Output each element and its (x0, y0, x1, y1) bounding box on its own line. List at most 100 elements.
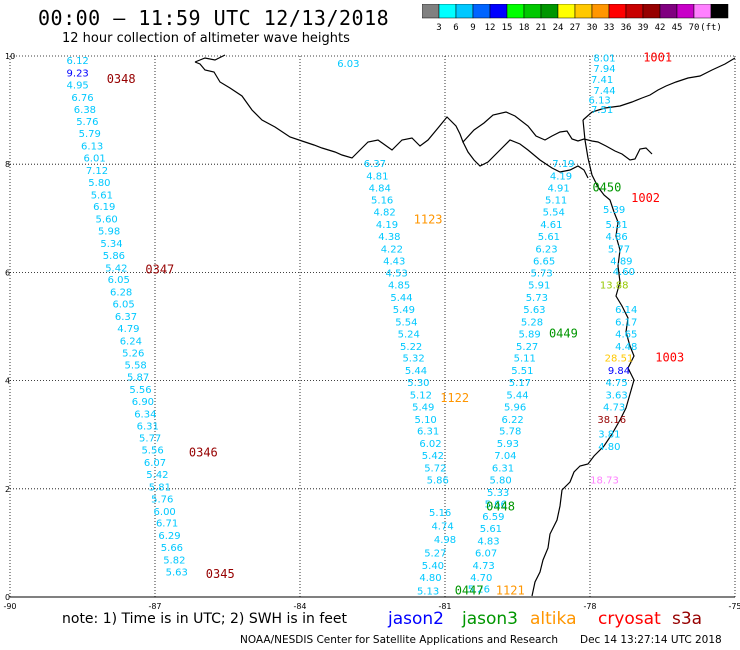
legend-s3a: s3a (672, 609, 703, 629)
wave-height-value: 4.79 (117, 324, 139, 335)
wave-height-value: 6.14 (615, 305, 637, 316)
pass-time-label: 1001 (643, 50, 672, 64)
wave-height-value: 5.44 (390, 293, 412, 304)
wave-height-value: 13.88 (600, 281, 629, 292)
pass-time-label: 0346 (189, 445, 218, 459)
wave-height-value: 4.81 (366, 171, 388, 182)
lat-tick-label: 10 (5, 52, 15, 61)
wave-height-value: 5.77 (608, 244, 630, 255)
wave-height-value: 4.61 (540, 220, 562, 231)
footer-note: note: 1) Time is in UTC; 2) SWH is in fe… (62, 611, 348, 627)
wave-height-value: 4.85 (388, 281, 410, 292)
wave-height-value: 5.96 (504, 402, 526, 413)
wave-height-value: 6.23 (535, 244, 557, 255)
wave-height-value: 5.51 (511, 366, 533, 377)
wave-height-value: 6.31 (417, 427, 439, 438)
wave-height-value: 6.24 (120, 336, 142, 347)
pass-time-label: 0450 (592, 180, 621, 194)
wave-height-value: 6.65 (533, 256, 555, 267)
wave-height-value: 5.61 (538, 232, 560, 243)
wave-height-value: 5.98 (98, 227, 120, 238)
wave-height-value: 5.11 (545, 196, 567, 207)
wave-height-value: 6.37 (115, 312, 137, 323)
wave-height-value: 3.81 (598, 429, 620, 440)
colorbar-label: 3 (436, 23, 441, 33)
wave-height-value: 5.30 (407, 378, 429, 389)
pass-time-label: 0348 (107, 72, 136, 86)
lon-tick-label: -90 (3, 602, 16, 611)
wave-height-value: 7.51 (591, 105, 613, 116)
wave-height-value: 5.16 (371, 196, 393, 207)
wave-height-value: 6.05 (112, 300, 134, 311)
wave-height-value: 5.63 (166, 567, 188, 578)
wave-height-value: 5.28 (521, 317, 543, 328)
lon-tick-label: -75 (728, 602, 740, 611)
wave-height-value: 8.01 (593, 53, 615, 64)
wave-height-value: 5.61 (91, 190, 113, 201)
wave-height-value: 4.98 (434, 535, 456, 546)
wave-height-value: 6.03 (337, 59, 359, 70)
wave-height-value: 5.81 (149, 482, 171, 493)
wave-height-value: 5.24 (398, 329, 420, 340)
wave-height-value: 6.19 (93, 202, 115, 213)
wave-height-value: 5.42 (146, 470, 168, 481)
wave-height-value: 6.34 (134, 409, 156, 420)
wave-height-value: 5.42 (422, 451, 444, 462)
wave-height-value: 6.00 (154, 507, 176, 518)
wave-height-value: 7.04 (494, 451, 516, 462)
lon-tick-label: -87 (148, 602, 161, 611)
wave-height-value: 4.22 (381, 244, 403, 255)
wave-height-value: 6.02 (419, 439, 441, 450)
wave-height-value: 5.40 (422, 561, 444, 572)
wave-height-value: 5.80 (88, 178, 110, 189)
colorbar-label: 6 (453, 23, 458, 33)
coastline-colombia (531, 119, 635, 597)
wave-height-value: 6.31 (137, 421, 159, 432)
wave-height-value: 5.34 (100, 239, 122, 250)
wave-height-value: 5.91 (528, 281, 550, 292)
wave-height-value: 5.56 (141, 446, 163, 457)
wave-height-value: 5.10 (415, 415, 437, 426)
wave-height-value: 6.29 (158, 531, 180, 542)
colorbar-label: 42 (655, 23, 666, 33)
wave-height-labels: 6.129.234.956.766.385.765.796.136.017.12… (67, 53, 638, 597)
colorbar-label: (ft) (700, 23, 722, 33)
wave-height-value: 18.73 (590, 475, 619, 486)
wave-height-value: 5.31 (605, 220, 627, 231)
wave-height-value: 4.82 (373, 208, 395, 219)
wave-height-value: 5.80 (489, 475, 511, 486)
wave-height-value: 5.76 (151, 494, 173, 505)
wave-height-value: 5.63 (523, 305, 545, 316)
colorbar-label: 45 (672, 23, 683, 33)
pass-time-label: 1121 (496, 583, 525, 597)
colorbar-label: 36 (621, 23, 632, 33)
colorbar-label: 30 (587, 23, 598, 33)
wave-height-value: 5.86 (427, 475, 449, 486)
wave-height-value: 7.44 (593, 86, 615, 97)
colorbar-label: 9 (470, 23, 475, 33)
wave-height-value: 6.59 (482, 512, 504, 523)
wave-height-value: 5.72 (424, 463, 446, 474)
wave-height-value: 4.74 (431, 521, 453, 532)
wave-height-value: 5.73 (531, 269, 553, 280)
wave-height-value: 6.22 (502, 415, 524, 426)
coastline-north (194, 54, 736, 121)
wave-height-value: 6.37 (364, 159, 386, 170)
pass-time-label: 1002 (631, 191, 660, 205)
pass-time-label: 0449 (549, 326, 578, 340)
map-title: 00:00 – 11:59 UTC 12/13/2018 (38, 6, 390, 30)
wave-height-value: 4.65 (615, 329, 637, 340)
colorbar-legend: 3 6 9 12 15 18 21 24 27 30 33 36 39 42 45 70 (ft) (422, 4, 729, 33)
wave-height-value: 5.17 (509, 378, 531, 389)
colorbar-label: 24 (553, 23, 564, 33)
wave-height-value: 5.27 (424, 548, 446, 559)
legend-jason2: jason2 (388, 609, 444, 629)
wave-height-value: 5.73 (526, 293, 548, 304)
wave-height-value: 6.17 (615, 317, 637, 328)
colorbar-label: 70 (689, 23, 700, 33)
wave-height-value: 5.78 (499, 427, 521, 438)
wave-height-value: 4.89 (610, 256, 632, 267)
wave-height-value: 4.83 (477, 537, 499, 548)
pass-time-label: 1003 (655, 351, 684, 365)
pass-time-label: 0448 (486, 499, 515, 513)
